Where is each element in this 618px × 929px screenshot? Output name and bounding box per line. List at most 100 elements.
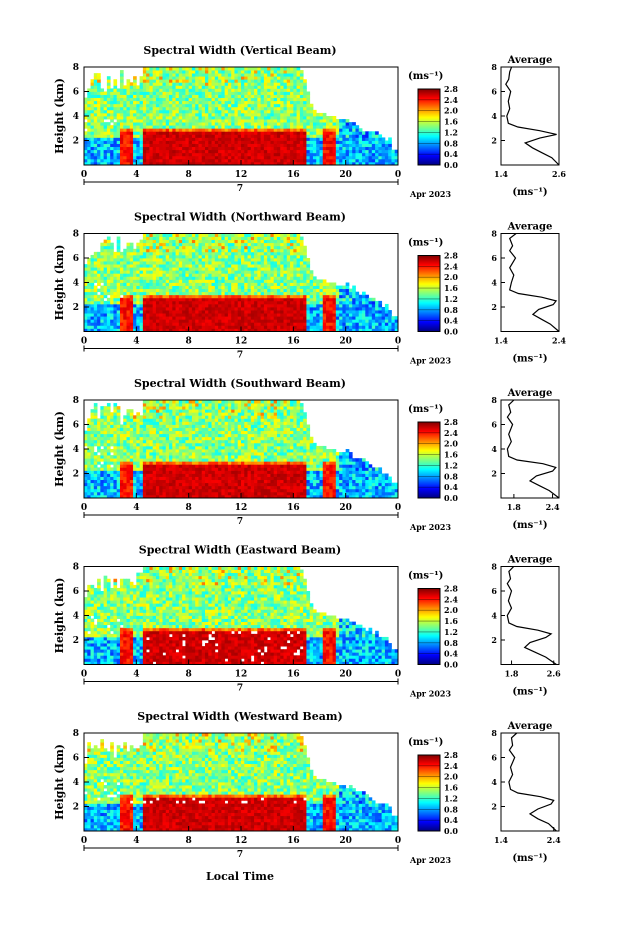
heatmap-cell [178, 134, 183, 138]
heatmap-cell [110, 303, 114, 308]
heatmap-cell [191, 239, 196, 244]
heatmap-cell [87, 282, 91, 286]
heatmap-cell [221, 325, 226, 329]
heatmap-cell [185, 245, 190, 250]
heatmap-cell [263, 307, 268, 311]
heatmap-cell [280, 97, 284, 102]
heatmap-cell [280, 152, 284, 157]
heatmap-cell [378, 155, 383, 160]
heatmap-cell [182, 128, 186, 132]
heatmap-cell [257, 276, 262, 280]
heatmap-cell [90, 122, 95, 126]
heatmap-cell [152, 143, 157, 148]
heatmap-cell [270, 291, 275, 296]
heatmap-cell [312, 276, 317, 280]
heatmap-cell [191, 316, 196, 320]
heatmap-cell [149, 264, 154, 268]
heatmap-cell [286, 325, 291, 329]
heatmap-cell [129, 100, 134, 105]
heatmap-cell [244, 261, 248, 265]
heatmap-cell [191, 325, 196, 329]
heatmap-cell [319, 143, 324, 148]
heatmap-cell [182, 134, 186, 138]
heatmap-cell [188, 245, 193, 250]
heatmap-cell [368, 328, 373, 332]
heatmap-cell [214, 319, 219, 323]
heatmap-cell [84, 161, 88, 166]
heatmap-cell [133, 251, 137, 256]
heatmap-cell [175, 122, 180, 126]
heatmap-cell [303, 109, 307, 114]
heatmap-cell [329, 325, 333, 329]
heatmap-cell [283, 137, 288, 141]
heatmap-cell [263, 91, 268, 95]
heatmap-cell [306, 119, 311, 123]
heatmap-cell [378, 149, 383, 154]
heatmap-cell [129, 112, 134, 117]
heatmap-cell [329, 282, 333, 286]
heatmap-cell [214, 233, 219, 237]
heatmap-cell [87, 97, 91, 102]
heatmap-cell [214, 76, 219, 80]
heatmap-cell [231, 67, 235, 71]
heatmap-cell [195, 70, 199, 74]
heatmap-cell [329, 288, 333, 293]
heatmap-cell [276, 106, 281, 111]
heatmap-cell [362, 300, 366, 305]
heatmap-cell [234, 67, 239, 71]
heatmap-cell [136, 88, 140, 92]
heatmap-cell [339, 294, 343, 299]
heatmap-cell [241, 146, 245, 151]
heatmap-cell [244, 146, 248, 151]
heatmap-cell [273, 131, 278, 135]
heatmap-cell [257, 242, 262, 247]
heatmap-cell [280, 100, 284, 105]
heatmap-cell [123, 146, 127, 151]
heatmap-cell [126, 273, 131, 277]
heatmap-cell [283, 94, 288, 99]
heatmap-cell [205, 119, 209, 123]
heatmap-cell [283, 91, 288, 95]
heatmap-cell [218, 322, 222, 326]
heatmap-cell [345, 134, 350, 138]
heatmap-cell [227, 236, 232, 241]
heatmap-cell [270, 116, 275, 120]
heatmap-cell [172, 137, 176, 141]
heatmap-cell [87, 276, 91, 280]
heatmap-cell [188, 125, 193, 129]
heatmap-cell [172, 285, 176, 290]
heatmap-cell [286, 76, 291, 80]
heatmap-cell [169, 155, 173, 160]
heatmap-cell [371, 152, 376, 157]
heatmap-cell [172, 288, 176, 293]
heatmap-cell [182, 264, 186, 268]
heatmap-cell [332, 161, 337, 166]
average-x-tick-label: 1.4 [494, 169, 508, 179]
heatmap-cell [227, 112, 232, 117]
heatmap-cell [276, 158, 281, 163]
heatmap-cell [205, 122, 209, 126]
heatmap-cell [247, 328, 252, 332]
heatmap-cell [142, 131, 147, 135]
heatmap-cell [162, 134, 167, 138]
heatmap-cell [293, 270, 297, 274]
heatmap-cell [155, 85, 160, 89]
heatmap-cell [175, 267, 180, 271]
heatmap-cell [247, 134, 252, 138]
heatmap-cell [116, 116, 121, 120]
heatmap-cell [106, 276, 111, 280]
heatmap-cell [208, 85, 212, 89]
heatmap-cell [312, 149, 317, 154]
y-axis-label: Height (km) [53, 78, 66, 154]
heatmap-cell [90, 273, 95, 277]
heatmap-cell [309, 112, 314, 117]
heatmap-cell [100, 300, 105, 305]
heatmap-cell [139, 303, 144, 308]
heatmap-cell [247, 146, 252, 151]
heatmap-cell [227, 91, 232, 95]
heatmap-cell [165, 100, 170, 105]
heatmap-cell [129, 291, 134, 296]
heatmap-cell [221, 328, 226, 332]
heatmap-cell [100, 112, 105, 117]
heatmap-cell [172, 319, 176, 323]
